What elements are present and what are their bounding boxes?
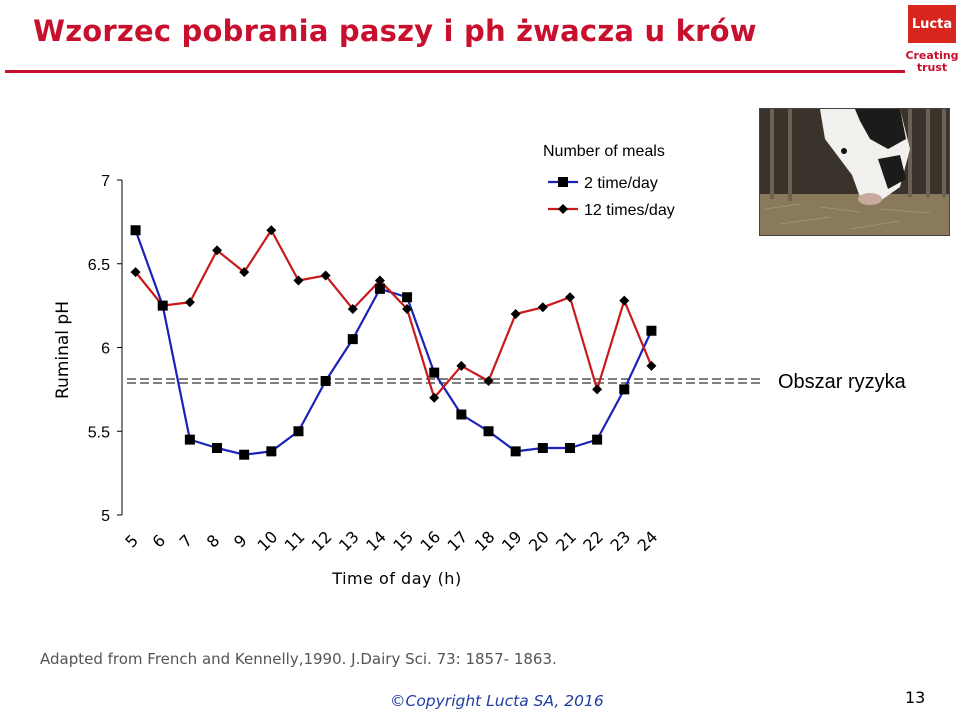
data-point-two-meals xyxy=(239,449,250,460)
slide-title: Wzorzec pobrania paszy i ph żwacza u kró… xyxy=(33,14,757,48)
data-point-twelve-meals xyxy=(510,309,521,319)
data-point-two-meals xyxy=(402,292,413,303)
data-point-twelve-meals xyxy=(483,376,494,386)
data-point-twelve-meals xyxy=(619,295,630,306)
y-tick-label: 6.5 xyxy=(88,257,110,274)
x-tick-label: 24 xyxy=(634,527,662,555)
data-point-two-meals xyxy=(646,325,657,336)
data-point-two-meals xyxy=(130,225,141,236)
cow-photo-illustration xyxy=(760,109,949,235)
y-tick-label: 7 xyxy=(101,173,110,190)
x-tick-label: 6 xyxy=(149,531,170,552)
data-point-twelve-meals xyxy=(239,267,250,278)
x-tick-label: 16 xyxy=(416,527,444,555)
data-point-two-meals xyxy=(429,367,440,378)
data-point-two-meals xyxy=(592,434,603,445)
data-point-twelve-meals xyxy=(374,275,385,286)
data-point-two-meals xyxy=(537,443,548,453)
data-point-twelve-meals xyxy=(157,300,168,311)
series-line-twelve-meals xyxy=(134,229,653,399)
data-point-two-meals xyxy=(320,376,331,386)
copyright-notice: ©Copyright Lucta SA, 2016 xyxy=(390,692,604,710)
x-tick-label: 12 xyxy=(308,527,336,555)
page-number: 13 xyxy=(905,688,926,707)
data-point-twelve-meals xyxy=(429,392,440,403)
x-tick-label: 15 xyxy=(389,527,417,555)
logo-text: Lucta xyxy=(911,16,953,32)
cow-feeding-photo xyxy=(759,108,950,236)
x-axis-title: Time of day (h) xyxy=(331,569,461,588)
x-tick-label: 17 xyxy=(444,527,472,555)
data-point-twelve-meals xyxy=(564,292,575,303)
risk-zone-label: Obszar ryzyka xyxy=(778,371,907,393)
x-tick-label: 14 xyxy=(362,527,390,555)
x-tick-label: 7 xyxy=(176,531,197,552)
tagline-line-2: trust xyxy=(916,61,948,74)
data-point-twelve-meals xyxy=(266,225,277,236)
y-axis-title: Ruminal pH xyxy=(53,301,73,399)
x-tick-label: 18 xyxy=(471,527,499,555)
data-point-twelve-meals xyxy=(402,303,413,314)
data-point-two-meals xyxy=(510,446,521,457)
x-tick-label: 23 xyxy=(606,527,634,555)
data-point-twelve-meals xyxy=(212,245,223,256)
data-point-two-meals xyxy=(564,443,575,453)
x-tick-label: 21 xyxy=(552,527,580,555)
legend-title: Number of meals xyxy=(543,143,665,160)
x-tick-label: 5 xyxy=(121,531,142,552)
data-point-two-meals xyxy=(619,384,630,395)
data-point-twelve-meals xyxy=(293,275,304,286)
data-point-two-meals xyxy=(347,334,358,345)
x-tick-label: 11 xyxy=(281,527,309,555)
x-tick-label: 10 xyxy=(254,527,282,555)
x-tick-label: 9 xyxy=(230,531,251,552)
data-point-two-meals xyxy=(212,443,223,453)
x-tick-label: 13 xyxy=(335,527,363,555)
x-tick-label: 22 xyxy=(579,527,607,555)
data-point-two-meals xyxy=(293,426,304,437)
data-point-twelve-meals xyxy=(130,267,141,278)
x-tick-label: 19 xyxy=(498,527,526,555)
data-point-two-meals xyxy=(456,409,467,420)
legend-label-1: 12 times/day xyxy=(584,202,675,219)
logo-tagline: Creating trust xyxy=(905,50,959,74)
y-tick-label: 5 xyxy=(101,508,110,525)
lucta-logo: Lucta xyxy=(908,5,956,43)
data-point-twelve-meals xyxy=(347,303,358,314)
y-tick-label: 5.5 xyxy=(88,424,110,441)
data-point-twelve-meals xyxy=(646,360,657,371)
data-point-two-meals xyxy=(184,434,195,445)
data-point-twelve-meals xyxy=(592,384,603,395)
data-point-twelve-meals xyxy=(184,297,195,308)
x-tick-label: 8 xyxy=(203,531,224,552)
data-point-twelve-meals xyxy=(456,360,467,371)
data-point-two-meals xyxy=(483,426,494,437)
legend-marker-diamond xyxy=(558,204,568,214)
x-tick-label: 20 xyxy=(525,527,553,555)
legend-label-0: 2 time/day xyxy=(584,175,658,192)
source-attribution: Adapted from French and Kennelly,1990. J… xyxy=(40,650,557,668)
y-tick-label: 6 xyxy=(101,341,110,358)
data-point-twelve-meals xyxy=(320,270,331,281)
legend-marker-square xyxy=(558,177,568,187)
data-point-two-meals xyxy=(266,446,277,457)
tagline-line-1: Creating xyxy=(905,49,959,62)
title-divider xyxy=(5,70,905,73)
data-point-two-meals xyxy=(374,283,385,294)
data-point-twelve-meals xyxy=(537,302,548,313)
series-line-two-meals xyxy=(134,229,653,456)
